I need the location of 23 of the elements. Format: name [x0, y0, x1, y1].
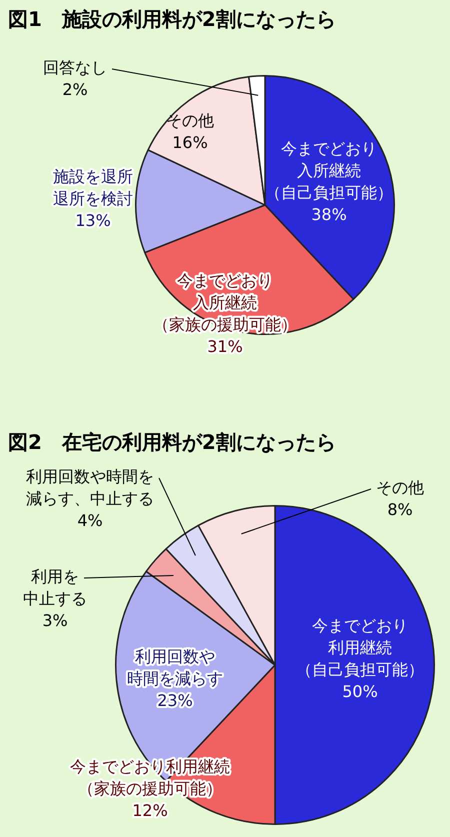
data-label: 3% [42, 611, 68, 630]
slice-label: 施設を退所退所を検討 [53, 167, 133, 208]
slice-label: 利用回数や時間を減らす、中止する [26, 467, 154, 508]
slice-label: 今までどおり利用継続（家族の援助可能） [70, 757, 230, 798]
slice-label: 利用回数や時間を減らす [127, 647, 223, 688]
data-label: 50% [342, 682, 378, 702]
slice-label: 利用を中止する [23, 567, 87, 608]
chart-title: 図1 施設の利用料が2割になったら [7, 6, 337, 33]
data-label: 13% [75, 211, 111, 230]
data-label: 16% [172, 133, 208, 152]
chart-title: 図2 在宅の利用料が2割になったら [7, 429, 337, 456]
slice-label: 今までどおり入所継続（自己負担可能） [265, 139, 393, 202]
data-label: 2% [62, 80, 88, 100]
slice-label: 今までどおり利用継続（自己負担可能） [296, 616, 424, 680]
data-label: 12% [132, 801, 168, 820]
slice-label: その他 [166, 111, 214, 130]
data-label: 31% [207, 337, 243, 356]
slice-label: その他 [376, 478, 424, 498]
data-label: 4% [77, 511, 103, 530]
slice-label: 回答なし [43, 58, 107, 78]
data-label: 38% [311, 205, 347, 224]
data-label: 23% [157, 691, 193, 710]
data-label: 8% [387, 500, 413, 520]
